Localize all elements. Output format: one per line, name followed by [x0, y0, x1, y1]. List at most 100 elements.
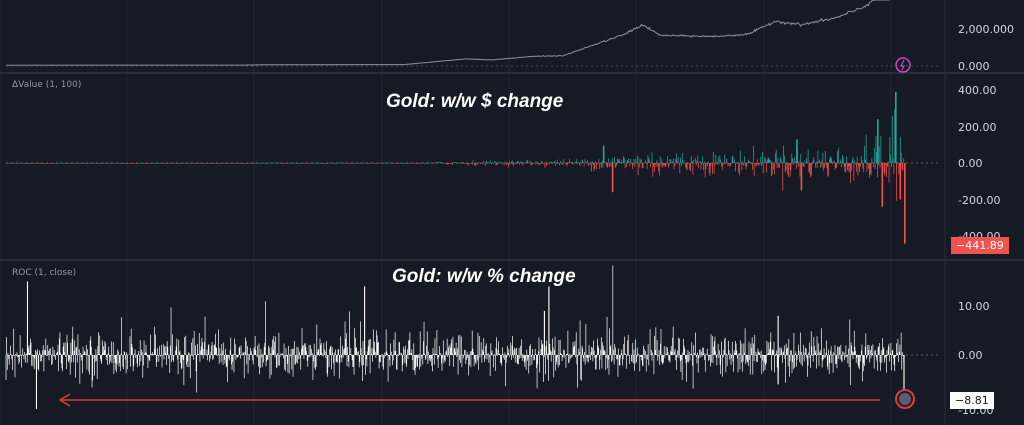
delta-bar [249, 163, 251, 164]
delta-bar [19, 162, 20, 164]
delta-bar [808, 163, 810, 173]
delta-bar [167, 163, 168, 164]
delta-bar [50, 163, 52, 164]
delta-bar [655, 163, 657, 168]
delta-bar [471, 163, 473, 165]
delta-bar [529, 160, 531, 163]
delta-bar [115, 163, 117, 164]
delta-bar [144, 163, 145, 164]
delta-bar [803, 163, 805, 168]
delta-bar [189, 163, 191, 164]
delta-bar [686, 163, 688, 171]
delta-bar [278, 162, 280, 164]
delta-bar [804, 160, 806, 163]
delta-bar [140, 162, 141, 164]
delta-bar [537, 161, 538, 163]
delta-bar [821, 163, 823, 168]
lightning-timer-icon[interactable] [895, 57, 911, 73]
delta-bar [291, 163, 292, 164]
delta-bar [659, 156, 661, 163]
delta-bar [498, 163, 500, 164]
delta-bar [349, 163, 350, 164]
delta-bar [757, 163, 759, 167]
delta-bar [873, 148, 875, 163]
delta-bar [701, 163, 703, 165]
delta-bar [198, 162, 200, 164]
delta-bar [78, 162, 80, 164]
delta-bar [617, 158, 619, 163]
delta-bar [560, 163, 562, 165]
delta-bar [661, 158, 663, 163]
delta-bar [827, 163, 829, 177]
delta-bar [892, 158, 894, 163]
delta-bar [254, 162, 256, 164]
delta-bar [526, 160, 528, 163]
roc-axis-tick-label: 10.00 [958, 300, 990, 313]
delta-bar [411, 162, 413, 164]
delta-bar [147, 163, 149, 164]
delta-indicator-label[interactable]: ΔValue (1, 100) [12, 80, 82, 90]
delta-bar [572, 163, 574, 165]
delta-bar [860, 156, 862, 163]
delta-bar [752, 145, 754, 163]
delta-bar [600, 163, 602, 169]
delta-bar [226, 163, 228, 164]
delta-bar [313, 162, 315, 164]
delta-bar [573, 163, 574, 165]
delta-bar [11, 162, 13, 164]
delta-bar [108, 162, 109, 164]
delta-bar [788, 163, 790, 165]
delta-bar [426, 162, 427, 164]
delta-bar [533, 162, 534, 164]
delta-bar [810, 163, 811, 178]
roc-indicator-label[interactable]: ROC (1, close) [12, 268, 77, 278]
delta-bar [59, 162, 60, 164]
delta-bar [779, 156, 781, 163]
delta-bar [262, 163, 264, 164]
delta-bar [656, 160, 658, 163]
delta-bar [555, 163, 556, 166]
delta-bar [845, 163, 847, 173]
delta-bar [854, 160, 856, 163]
delta-bar [189, 162, 190, 164]
delta-bar [317, 163, 319, 164]
delta-bar [500, 162, 502, 164]
delta-bar [558, 163, 560, 164]
delta-bar [545, 161, 547, 163]
delta-bar [653, 163, 655, 167]
delta-bar [332, 162, 333, 164]
delta-bar [683, 160, 685, 163]
delta-bar [570, 161, 572, 163]
delta-bar [143, 163, 145, 164]
delta-bar [449, 163, 451, 164]
delta-bar [828, 159, 830, 163]
delta-bar [319, 163, 320, 164]
overlay [58, 389, 915, 409]
price-axis[interactable]: 2,000.0000.000400.00200.000.00-200.00-40… [958, 23, 1014, 417]
delta-bar [214, 163, 216, 164]
delta-bar [855, 163, 856, 165]
delta-bar [307, 162, 309, 164]
delta-bar [742, 161, 744, 163]
delta-bar [768, 158, 770, 163]
delta-bar [824, 163, 825, 168]
delta-bar [634, 163, 636, 168]
delta-bar [870, 163, 872, 176]
delta-bar [858, 163, 860, 167]
delta-bar [726, 158, 727, 163]
delta-bar [8, 163, 10, 164]
delta-bar [158, 162, 159, 164]
delta-bar [79, 162, 81, 164]
delta-bar [285, 162, 287, 164]
delta-bar [453, 162, 455, 163]
delta-bar [506, 163, 508, 164]
delta-bar [355, 162, 357, 164]
delta-bar [659, 163, 660, 176]
delta-bar [834, 163, 836, 170]
delta-bar [93, 162, 95, 164]
delta-bar [720, 159, 722, 163]
delta-bar [305, 163, 307, 164]
delta-bar [344, 162, 346, 164]
delta-bar [381, 163, 382, 164]
